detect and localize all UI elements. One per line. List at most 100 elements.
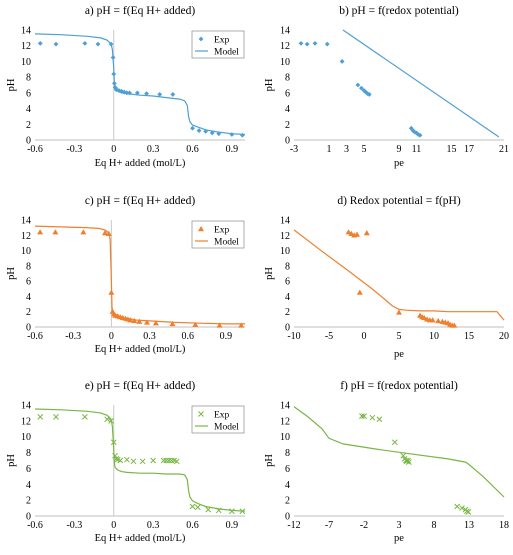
- data-point-exp: [127, 317, 134, 323]
- y-tick-label: 6: [285, 277, 290, 288]
- chart-panel-b: b) pH = f(redox potential) 0 2 4 6 8 10 12 14 -3 1…: [264, 5, 509, 169]
- legend-box: [191, 220, 245, 249]
- x-tick-label: -0.3: [66, 144, 82, 155]
- y-tick-label: 4: [26, 292, 31, 303]
- y-tick-label: 0: [285, 512, 290, 523]
- x-tick-label: 21: [499, 144, 509, 155]
- data-point-exp: [52, 229, 59, 235]
- data-point-exp: [216, 322, 223, 328]
- data-point-exp: [37, 414, 44, 420]
- y-tick-label: 14: [21, 216, 31, 227]
- y-tick-label: 10: [21, 57, 31, 68]
- x-tick-label: 0.3: [147, 520, 160, 531]
- x-tick-label: 0: [362, 331, 367, 342]
- data-point-exp: [239, 132, 245, 138]
- data-point-exp: [80, 229, 87, 235]
- data-point-exp: [139, 458, 146, 465]
- x-tick-label: 0: [109, 331, 114, 342]
- legend-box: [191, 30, 245, 59]
- y-tick-label: 10: [280, 57, 290, 68]
- data-point-exp: [166, 457, 172, 464]
- data-point-exp: [173, 458, 180, 465]
- y-tick-label: 10: [280, 432, 290, 443]
- data-point-exp: [37, 40, 43, 46]
- y-tick-label: 12: [280, 231, 290, 242]
- legend-box: [191, 405, 245, 434]
- y-tick-label: 8: [26, 448, 31, 459]
- series-line-model: [34, 408, 246, 512]
- data-point-exp: [339, 59, 345, 64]
- y-tick-label: 6: [26, 277, 31, 288]
- data-point-exp: [37, 229, 44, 235]
- data-point-exp: [365, 91, 370, 97]
- x-axis-label: Eq H+ added (mol/L): [95, 344, 186, 355]
- y-tick-label: 8: [26, 261, 31, 272]
- data-point-exp: [435, 317, 442, 324]
- legend-label: Model: [214, 48, 239, 58]
- x-tick-label: 11: [412, 144, 422, 155]
- data-point-exp: [163, 457, 170, 464]
- legend-label: Exp: [214, 411, 230, 421]
- data-point-exp: [405, 457, 411, 464]
- x-tick-label: 0.6: [186, 520, 199, 531]
- y-tick-label: 12: [21, 416, 31, 427]
- y-tick-label: 12: [21, 231, 31, 242]
- data-point-exp: [376, 416, 383, 423]
- chart-title: c) pH = f(Eq H+ added): [85, 195, 196, 207]
- y-tick-label: 2: [26, 496, 31, 507]
- data-point-exp: [189, 503, 196, 510]
- legend-marker-exp: [198, 36, 204, 42]
- x-tick-label: 3: [397, 520, 402, 531]
- data-point-exp: [203, 128, 209, 134]
- x-axis-label: Eq H+ added (mol/L): [95, 158, 186, 169]
- data-point-exp: [414, 130, 419, 136]
- legend-label: Model: [214, 238, 239, 248]
- x-tick-label: 15: [464, 331, 474, 342]
- y-tick-label: 10: [21, 246, 31, 257]
- x-tick-label: -5: [325, 331, 333, 342]
- data-point-exp: [194, 504, 201, 511]
- y-tick-label: 14: [280, 26, 290, 37]
- data-point-exp: [124, 90, 130, 96]
- x-tick-label: 20: [499, 331, 509, 342]
- x-tick-label: 0.9: [220, 331, 233, 342]
- legend-marker-exp: [198, 226, 204, 232]
- data-point-exp: [358, 85, 364, 91]
- data-point-exp: [391, 439, 398, 446]
- x-axis-label: Eq H+ added (mol/L): [95, 533, 186, 544]
- x-tick-label: 0.3: [147, 144, 160, 155]
- data-point-exp: [152, 320, 159, 326]
- y-tick-label: 0: [285, 323, 290, 334]
- data-point-exp: [131, 317, 138, 324]
- data-point-exp: [124, 456, 130, 463]
- x-tick-label: -2: [360, 520, 368, 531]
- y-tick-label: 4: [285, 292, 290, 303]
- y-tick-label: 4: [285, 104, 290, 115]
- data-point-exp: [144, 91, 149, 97]
- data-point-exp: [192, 321, 199, 327]
- data-point-exp: [410, 128, 416, 133]
- x-tick-label: 17: [464, 144, 474, 155]
- data-point-exp: [363, 89, 369, 95]
- y-tick-label: 14: [280, 401, 290, 412]
- y-tick-label: 8: [285, 261, 290, 272]
- y-axis-label: pH: [264, 454, 275, 467]
- y-tick-label: 6: [285, 88, 290, 99]
- x-tick-label: -0.6: [27, 331, 43, 342]
- chart-title: d) Redox potential = f(pH): [337, 195, 461, 207]
- data-point-exp: [53, 41, 59, 47]
- chart-panel-a: a) pH = f(Eq H+ added) 0 2 4 6 8 10 12 14 -0.6 -0.…: [6, 5, 246, 169]
- legend: Exp Model: [191, 220, 245, 249]
- data-point-exp: [144, 319, 150, 325]
- x-tick-label: 0.6: [186, 144, 199, 155]
- y-tick-label: 0: [26, 136, 31, 147]
- x-tick-label: 18: [499, 520, 509, 531]
- data-point-exp: [451, 322, 458, 328]
- x-tick-label: -7: [325, 520, 333, 531]
- data-point-exp: [229, 508, 235, 515]
- data-point-exp: [209, 130, 215, 136]
- y-tick-label: 0: [26, 512, 31, 523]
- data-point-exp: [160, 457, 167, 464]
- series-line-model: [34, 33, 246, 136]
